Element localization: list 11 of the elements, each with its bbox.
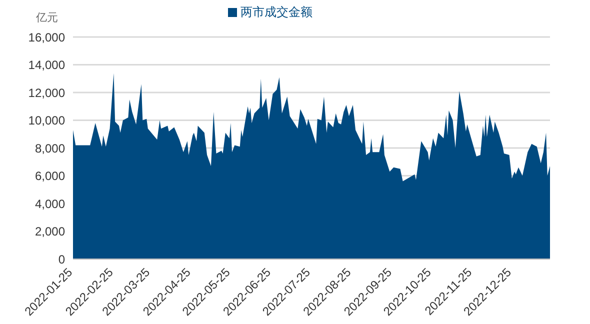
legend-label: 两市成交金额 (240, 5, 312, 19)
y-tick-label: 14,000 (28, 58, 66, 72)
y-tick-label: 12,000 (28, 86, 66, 100)
y-tick-label: 10,000 (28, 114, 66, 128)
y-tick-label: 0 (58, 252, 66, 266)
y-tick-label: 16,000 (28, 30, 66, 44)
y-tick-label: 4,000 (34, 196, 66, 211)
y-tick-label: 8,000 (34, 141, 66, 156)
y-tick-label: 2,000 (34, 224, 66, 239)
y-tick-label: 6,000 (34, 169, 66, 184)
y-axis-title: 亿元 (36, 11, 58, 25)
